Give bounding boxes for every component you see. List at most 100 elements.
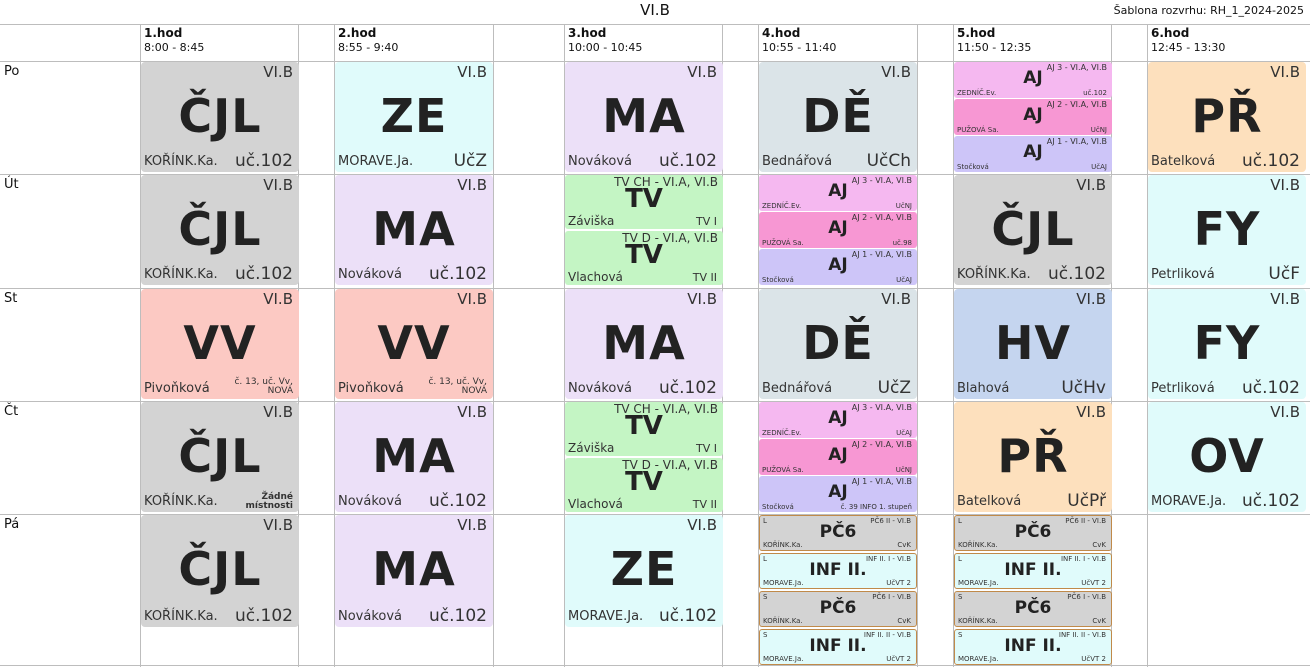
lesson-group: INF II. I - VI.B	[865, 555, 911, 563]
aj-lesson-card[interactable]: AJ 1 - VI.A, VI.B AJ Stočková č. 39 INFO 1.…	[759, 476, 917, 512]
lesson-teacher: Záviška	[568, 214, 615, 228]
tv-lesson-card[interactable]: TV CH - VI.A, VI.B TV Záviška TV I	[565, 402, 723, 456]
lesson-group: INF II. II - VI.B	[1058, 631, 1106, 639]
period-time: 10:00 - 10:45	[568, 41, 643, 54]
lesson-class: VI.B	[687, 290, 717, 308]
aj-lesson-card[interactable]: AJ 1 - VI.A, VI.B AJ Stočková UčAJ	[954, 136, 1112, 172]
tv-lesson-card[interactable]: TV D - VI.A, VI.B TV Vlachová TV II	[565, 231, 723, 285]
lesson-week: L	[958, 555, 962, 563]
grid-line	[0, 61, 1310, 62]
lesson-subject: PČ6	[1014, 598, 1052, 618]
lesson-room: uč.102	[235, 606, 293, 626]
lesson-subject: VV	[183, 316, 257, 370]
lesson-class: VI.B	[263, 403, 293, 421]
lesson-card[interactable]: VI.B DĚ Bednářová UčCh	[759, 62, 917, 172]
lesson-group: AJ 2 - VI.A, VI.B	[851, 440, 912, 449]
lesson-card[interactable]: VI.B FY Petrliková uč.102	[1148, 289, 1306, 399]
lesson-card[interactable]: VI.B PŘ Batelková uč.102	[1148, 62, 1306, 172]
lesson-subject: TV	[625, 411, 663, 441]
aj-lesson-card[interactable]: AJ 2 - VI.A, VI.B AJ PUŽOVÁ Sa. uč.98	[759, 212, 917, 248]
lesson-card[interactable]: VI.B PŘ Batelková UčPř	[954, 402, 1112, 512]
lesson-subject: AJ	[828, 218, 848, 238]
lesson-subject: ČJL	[178, 542, 262, 596]
lesson-card[interactable]: VI.B MA Nováková uč.102	[565, 289, 723, 399]
lesson-teacher: KOŘÍNK.Ka.	[144, 609, 218, 624]
lesson-subject: TV	[625, 467, 663, 497]
lesson-room: uč.98	[892, 239, 912, 247]
aj-lesson-card[interactable]: AJ 3 - VI.A, VI.B AJ ZEDNÍČ.Ev. uč.102	[954, 62, 1112, 98]
lesson-card[interactable]: VI.B HV Blahová UčHv	[954, 289, 1112, 399]
lesson-week: S	[763, 593, 768, 601]
lesson-subject: TV	[625, 240, 663, 270]
lesson-group: TV CH - VI.A, VI.B	[614, 175, 718, 189]
lesson-teacher: MORAVE.Ja.	[1151, 494, 1227, 509]
lesson-card[interactable]: VI.B ZE MORAVE.Ja. uč.102	[565, 515, 723, 627]
split-lesson-card[interactable]: S PČ6 I - VI.B PČ6 KOŘÍNK.Ka. CvK	[954, 591, 1112, 627]
lesson-card[interactable]: VI.B MA Nováková uč.102	[335, 175, 493, 285]
lesson-teacher: Bednářová	[762, 154, 833, 169]
split-lesson-card[interactable]: L INF II. I - VI.B INF II. MORAVE.Ja. UčVT 2	[954, 553, 1112, 589]
lesson-card[interactable]: VI.B ČJL KOŘÍNK.Ka. uč.102	[141, 515, 299, 627]
split-lesson-card[interactable]: L PČ6 II - VI.B PČ6 KOŘÍNK.Ka. CvK	[759, 515, 917, 551]
lesson-class: VI.B	[1270, 403, 1300, 421]
period-header: 1.hod 8:00 - 8:45	[144, 26, 204, 60]
split-lesson-card[interactable]: S INF II. II - VI.B INF II. MORAVE.Ja. UčVT …	[954, 629, 1112, 665]
lesson-group: AJ 3 - VI.A, VI.B	[1046, 63, 1107, 72]
lesson-group: INF II. II - VI.B	[863, 631, 911, 639]
grid-line	[917, 24, 918, 667]
aj-lesson-card[interactable]: AJ 3 - VI.A, VI.B AJ ZEDNÍČ.Ev. UčAJ	[759, 402, 917, 438]
lesson-room: uč.102	[1242, 378, 1300, 398]
lesson-subject: MA	[372, 202, 456, 256]
day-label: Út	[4, 177, 19, 192]
lesson-subject: INF II.	[1004, 636, 1062, 656]
lesson-card[interactable]: VI.B VV Pivoňková č. 13, uč. Vv, NOVÁ	[141, 289, 299, 399]
lesson-teacher: Záviška	[568, 441, 615, 455]
lesson-card[interactable]: VI.B FY Petrliková UčF	[1148, 175, 1306, 285]
split-lesson-card[interactable]: S INF II. II - VI.B INF II. MORAVE.Ja. UčVT …	[759, 629, 917, 665]
period-name: 4.hod	[762, 26, 801, 40]
aj-lesson-card[interactable]: AJ 2 - VI.A, VI.B AJ PUŽOVÁ Sa. UčNJ	[954, 99, 1112, 135]
lesson-card[interactable]: VI.B VV Pivoňková č. 13, uč. Vv, NOVÁ	[335, 289, 493, 399]
lesson-teacher: KOŘÍNK.Ka.	[144, 154, 218, 169]
lesson-teacher: MORAVE.Ja.	[338, 154, 414, 169]
lesson-teacher: MORAVE.Ja.	[568, 609, 644, 624]
period-time: 11:50 - 12:35	[957, 41, 1032, 54]
lesson-card[interactable]: VI.B DĚ Bednářová UčZ	[759, 289, 917, 399]
tv-lesson-card[interactable]: TV D - VI.A, VI.B TV Vlachová TV II	[565, 458, 723, 512]
lesson-teacher: Petrliková	[1151, 381, 1215, 396]
tv-lesson-card[interactable]: TV CH - VI.A, VI.B TV Záviška TV I	[565, 175, 723, 229]
lesson-room: Žádné místnosti	[245, 492, 293, 511]
lesson-room: uč.102	[429, 491, 487, 511]
lesson-subject: PČ6	[819, 522, 857, 542]
lesson-teacher: ZEDNÍČ.Ev.	[957, 89, 997, 97]
grid-line	[1147, 24, 1148, 667]
lesson-card[interactable]: VI.B ČJL KOŘÍNK.Ka. uč.102	[141, 62, 299, 172]
lesson-teacher: PUŽOVÁ Sa.	[957, 126, 999, 134]
period-name: 3.hod	[568, 26, 607, 40]
split-lesson-card[interactable]: L PČ6 II - VI.B PČ6 KOŘÍNK.Ka. CvK	[954, 515, 1112, 551]
split-lesson-card[interactable]: S PČ6 I - VI.B PČ6 KOŘÍNK.Ka. CvK	[759, 591, 917, 627]
lesson-group: PČ6 I - VI.B	[1067, 593, 1106, 601]
aj-lesson-card[interactable]: AJ 2 - VI.A, VI.B AJ PUŽOVÁ Sa. UčNJ	[759, 439, 917, 475]
split-lesson-card[interactable]: L INF II. I - VI.B INF II. MORAVE.Ja. UčVT 2	[759, 553, 917, 589]
grid-line	[953, 24, 954, 667]
lesson-teacher: Pivoňková	[144, 381, 210, 396]
period-header: 5.hod 11:50 - 12:35	[957, 26, 1031, 60]
lesson-room: CvK	[897, 541, 911, 549]
aj-lesson-card[interactable]: AJ 3 - VI.A, VI.B AJ ZEDNÍČ.Ev. UčNJ	[759, 175, 917, 211]
lesson-room: CvK	[1092, 617, 1106, 625]
lesson-card[interactable]: VI.B ČJL KOŘÍNK.Ka. uč.102	[954, 175, 1112, 285]
lesson-card[interactable]: VI.B OV MORAVE.Ja. uč.102	[1148, 402, 1306, 512]
lesson-card[interactable]: VI.B ČJL KOŘÍNK.Ka. uč.102	[141, 175, 299, 285]
lesson-group: PČ6 II - VI.B	[870, 517, 911, 525]
lesson-card[interactable]: VI.B MA Nováková uč.102	[335, 515, 493, 627]
period-time: 12:45 - 13:30	[1151, 41, 1226, 54]
aj-lesson-card[interactable]: AJ 1 - VI.A, VI.B AJ Stočková UčAJ	[759, 249, 917, 285]
lesson-card[interactable]: VI.B MA Nováková uč.102	[565, 62, 723, 172]
lesson-subject: INF II.	[809, 636, 867, 656]
lesson-card[interactable]: VI.B MA Nováková uč.102	[335, 402, 493, 512]
lesson-subject: AJ	[828, 482, 848, 502]
lesson-card[interactable]: VI.B ČJL KOŘÍNK.Ka. Žádné místnosti	[141, 402, 299, 512]
lesson-card[interactable]: VI.B ZE MORAVE.Ja. UčZ	[335, 62, 493, 172]
period-name: 6.hod	[1151, 26, 1190, 40]
